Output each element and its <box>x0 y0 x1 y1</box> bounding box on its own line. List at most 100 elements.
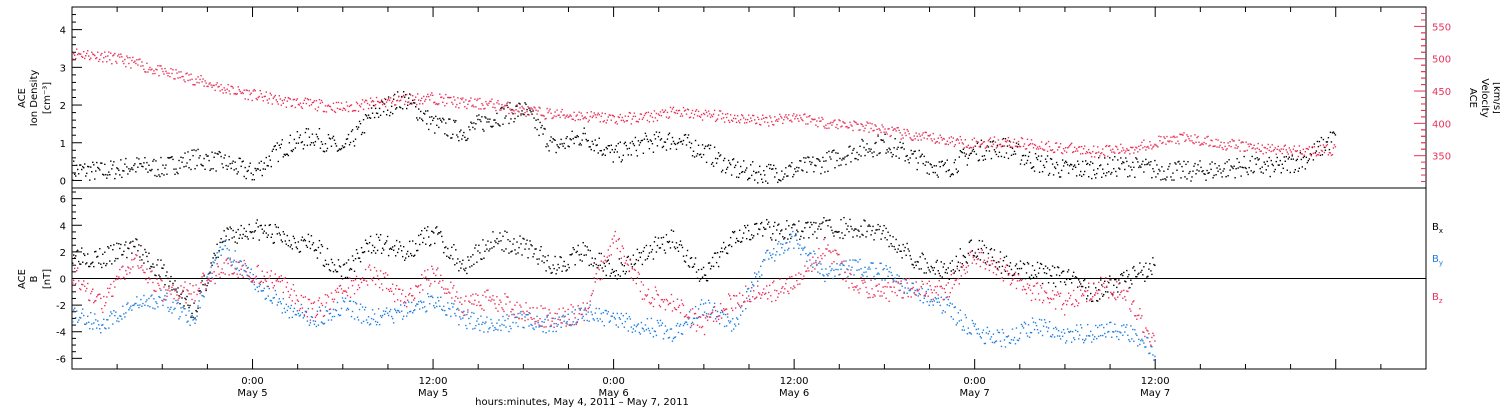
density-point <box>902 142 904 145</box>
bx-point <box>1130 279 1132 281</box>
density-point <box>582 132 584 135</box>
bx-point <box>902 243 904 246</box>
by-point <box>434 307 436 309</box>
bx-point <box>913 266 915 269</box>
by-point <box>557 323 559 326</box>
by-point <box>1149 352 1151 354</box>
velocity-point <box>1180 133 1182 136</box>
bx-point <box>988 264 991 266</box>
velocity-point <box>797 117 799 120</box>
by-point <box>772 253 774 255</box>
by-point <box>207 273 209 276</box>
by-point <box>657 322 660 324</box>
by-point <box>302 317 305 319</box>
bx-point <box>623 264 626 267</box>
by-point <box>946 304 948 306</box>
velocity-point <box>685 113 688 115</box>
velocity-point <box>1314 152 1317 155</box>
density-point <box>140 163 142 165</box>
density-point <box>1114 155 1116 158</box>
bx-point <box>131 252 133 254</box>
velocity-point <box>112 55 114 57</box>
by-point <box>798 247 800 250</box>
by-point <box>240 260 242 263</box>
by-point <box>233 259 235 262</box>
density-point <box>486 121 488 123</box>
by-point <box>916 288 918 291</box>
bx-point <box>799 238 801 241</box>
by-point <box>263 287 265 290</box>
by-point <box>970 333 973 335</box>
by-point <box>873 275 875 278</box>
bx-point <box>141 259 143 261</box>
velocity-point <box>1173 135 1175 137</box>
bx-point <box>776 229 778 231</box>
density-point <box>415 106 417 108</box>
velocity-point <box>383 97 386 100</box>
density-point <box>658 131 661 134</box>
density-point <box>791 161 793 164</box>
velocity-point <box>1312 152 1315 155</box>
density-point <box>288 142 291 144</box>
density-point <box>450 137 452 139</box>
density-point <box>276 142 279 144</box>
bx-point <box>822 221 824 223</box>
by-point <box>437 296 439 299</box>
density-point <box>771 168 773 170</box>
bx-point <box>1099 298 1101 300</box>
velocity-point <box>879 129 881 131</box>
by-point <box>134 303 136 305</box>
density-point <box>418 108 420 110</box>
by-point <box>212 261 214 263</box>
velocity-point <box>605 122 607 124</box>
bx-point <box>714 252 717 254</box>
density-point <box>170 156 172 159</box>
velocity-point <box>160 65 162 67</box>
density-point <box>594 139 596 141</box>
bx-point <box>72 262 74 264</box>
by-point <box>344 297 347 300</box>
density-point <box>612 161 614 163</box>
velocity-point <box>1290 151 1292 153</box>
by-point <box>372 318 375 321</box>
density-point <box>1074 166 1077 169</box>
velocity-point <box>1318 151 1321 154</box>
bx-point <box>589 249 591 252</box>
density-point <box>1161 166 1163 168</box>
bx-point <box>942 266 944 268</box>
bz-point <box>95 300 97 302</box>
density-point <box>885 152 887 154</box>
bz-point <box>193 291 195 293</box>
bz-point <box>75 283 77 285</box>
by-point <box>935 298 937 300</box>
by-point <box>533 328 535 331</box>
by-point <box>979 335 982 338</box>
by-point <box>466 327 468 330</box>
by-point <box>800 253 802 256</box>
velocity-point <box>538 106 540 108</box>
density-point <box>342 146 345 149</box>
by-point <box>379 315 382 317</box>
by-point <box>387 314 390 317</box>
by-point <box>211 277 213 279</box>
velocity-point <box>1281 152 1283 155</box>
bx-point <box>983 244 986 247</box>
bx-point <box>751 234 753 236</box>
by-point <box>74 307 76 309</box>
by-point <box>685 321 688 323</box>
velocity-point <box>869 122 871 124</box>
by-point <box>576 321 578 323</box>
by-point <box>536 315 538 318</box>
velocity-point <box>883 131 885 133</box>
velocity-point <box>391 100 394 103</box>
velocity-point <box>270 94 272 96</box>
density-point <box>1296 158 1299 161</box>
bx-point <box>755 223 757 225</box>
velocity-point <box>430 94 432 96</box>
bx-point <box>1066 271 1069 273</box>
velocity-point <box>1257 142 1259 145</box>
density-point <box>1290 158 1292 160</box>
density-point <box>75 175 77 177</box>
bz-point <box>105 302 107 304</box>
velocity-point <box>1219 144 1221 147</box>
